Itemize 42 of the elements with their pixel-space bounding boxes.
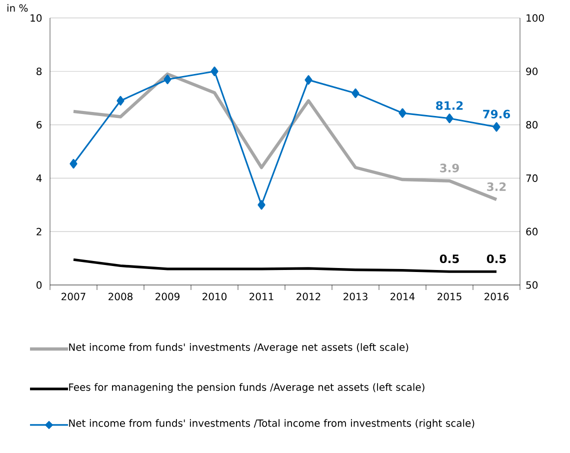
point <box>492 122 500 132</box>
point <box>164 74 172 84</box>
y-tick-label: 10 <box>30 14 42 22</box>
x-tick-label: 2013 <box>344 292 368 300</box>
point <box>398 108 406 118</box>
x-tick-label: 2016 <box>484 292 509 300</box>
legend-label: Net income from funds' investments /Total income from investments (right scale) <box>69 419 474 429</box>
y-tick-label: 6 <box>36 121 42 129</box>
y-tick-label: 0 <box>36 281 42 289</box>
point <box>210 66 218 76</box>
point <box>446 114 454 124</box>
point <box>304 75 312 85</box>
data-label: 3.9 <box>440 164 459 172</box>
y-axis-title: in % <box>7 4 28 12</box>
y2-tick-label: 60 <box>526 228 538 236</box>
legend-label: Net income from funds' investments /Average net assets (left scale) <box>69 343 408 353</box>
y2-tick-label: 90 <box>526 68 538 76</box>
data-label: 79.6 <box>483 110 510 118</box>
x-tick-label: 2014 <box>390 292 415 300</box>
x-tick-label: 2010 <box>202 292 227 300</box>
data-label: 3.2 <box>487 182 506 192</box>
x-tick-label: 2015 <box>438 292 462 300</box>
data-label: 81.2 <box>436 101 463 110</box>
y2-tick-label: 80 <box>526 121 538 129</box>
data-label: 0.5 <box>440 254 459 264</box>
x-tick-label: 2007 <box>62 292 86 300</box>
point <box>116 96 124 106</box>
y-tick-label: 2 <box>36 228 42 236</box>
data-label: 0.5 <box>486 254 506 264</box>
point <box>258 200 266 210</box>
point <box>352 88 360 98</box>
legend-label: Fees for managening the pension funds /Average net assets (left scale) <box>69 383 424 393</box>
x-tick-label: 2008 <box>108 292 132 300</box>
x-tick-label: 2011 <box>250 292 274 300</box>
x-tick-label: 2009 <box>156 292 180 300</box>
x-tick-label: 2012 <box>296 292 320 300</box>
y2-tick-label: 70 <box>526 174 538 182</box>
point <box>70 158 78 169</box>
y2-tick-label: 100 <box>526 14 544 22</box>
y2-tick-label: 50 <box>526 281 538 289</box>
y-tick-label: 8 <box>36 68 42 76</box>
y-tick-label: 4 <box>36 174 42 182</box>
